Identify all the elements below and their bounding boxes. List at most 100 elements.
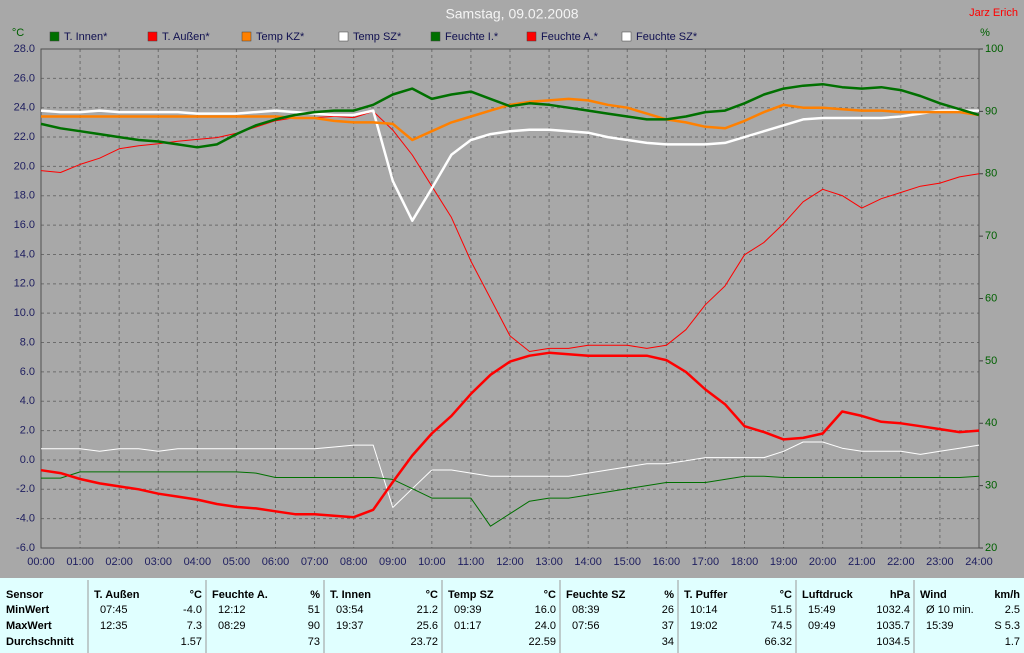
y-tick-label: 24.0	[14, 102, 35, 114]
average-value: 22.59	[528, 636, 556, 648]
row-label: Sensor	[6, 589, 44, 601]
x-tick-label: 22:00	[887, 556, 915, 568]
legend-label: Feuchte A.*	[541, 31, 599, 43]
x-tick-label: 09:00	[379, 556, 407, 568]
column-unit: °C	[780, 589, 792, 601]
max-value: 1035.7	[876, 620, 910, 632]
x-tick-label: 01:00	[66, 556, 94, 568]
x-tick-label: 04:00	[184, 556, 212, 568]
series-line	[40, 109, 979, 222]
y-tick-label: 28.0	[14, 43, 35, 55]
y-tick-label: 12.0	[14, 278, 35, 290]
x-tick-label: 21:00	[848, 556, 876, 568]
x-tick-label: 20:00	[809, 556, 837, 568]
x-tick-label: 18:00	[731, 556, 759, 568]
max-value: 90	[308, 620, 320, 632]
legend-label: Feuchte I.*	[445, 31, 499, 43]
average-value: 34	[662, 636, 674, 648]
column-header: T. Außen	[94, 589, 140, 601]
min-time: 15:49	[808, 604, 836, 616]
y2-axis-unit: %	[980, 27, 990, 39]
x-tick-label: 14:00	[574, 556, 602, 568]
legend-swatch	[49, 31, 60, 42]
max-time: 12:35	[100, 620, 128, 632]
y-tick-label: 14.0	[14, 248, 35, 260]
column-header: Temp SZ	[448, 589, 494, 601]
y-tick-label: 16.0	[14, 219, 35, 231]
column-unit: °C	[426, 589, 438, 601]
min-time: 07:45	[100, 604, 128, 616]
column-unit: °C	[544, 589, 556, 601]
y2-tick-label: 80	[985, 168, 997, 180]
y-tick-label: 8.0	[20, 336, 35, 348]
min-time: Ø 10 min.	[926, 604, 974, 616]
x-tick-label: 00:00	[27, 556, 55, 568]
average-value: 73	[308, 636, 320, 648]
y-tick-label: 26.0	[14, 72, 35, 84]
y2-tick-label: 100	[985, 43, 1003, 55]
y-tick-label: 6.0	[20, 366, 35, 378]
legend-label: T. Außen*	[162, 31, 210, 43]
series-line	[41, 441, 980, 508]
row-label: Durchschnitt	[6, 636, 74, 648]
author: Jarz Erich	[969, 7, 1018, 19]
x-tick-label: 06:00	[262, 556, 290, 568]
y2-tick-label: 50	[985, 355, 997, 367]
average-value: 1.57	[181, 636, 202, 648]
x-tick-label: 03:00	[144, 556, 172, 568]
min-value: 21.2	[417, 604, 438, 616]
x-tick-label: 13:00	[535, 556, 563, 568]
y2-tick-label: 20	[985, 542, 997, 554]
series-line	[41, 97, 980, 142]
min-value: 51	[308, 604, 320, 616]
y-tick-label: -2.0	[16, 483, 35, 495]
legend-swatch	[338, 31, 349, 42]
y-tick-label: -6.0	[16, 542, 35, 554]
max-time: 07:56	[572, 620, 600, 632]
max-time: 09:49	[808, 620, 836, 632]
column-unit: km/h	[994, 589, 1020, 601]
legend-label: Temp KZ*	[256, 31, 305, 43]
x-tick-label: 24:00	[965, 556, 993, 568]
column-header: T. Innen	[330, 589, 371, 601]
x-tick-label: 02:00	[105, 556, 133, 568]
series-line	[40, 110, 980, 352]
min-value: -4.0	[183, 604, 202, 616]
max-time: 19:37	[336, 620, 364, 632]
plot-frame	[40, 48, 980, 549]
min-value: 51.5	[771, 604, 792, 616]
max-time: 01:17	[454, 620, 482, 632]
max-time: 19:02	[690, 620, 718, 632]
legend-label: Feuchte SZ*	[636, 31, 698, 43]
x-tick-label: 19:00	[770, 556, 798, 568]
x-tick-label: 12:00	[496, 556, 524, 568]
column-unit: °C	[190, 589, 202, 601]
column-unit: %	[664, 589, 674, 601]
legend-swatch	[241, 31, 252, 42]
column-header: Feuchte A.	[212, 589, 268, 601]
y-tick-label: 4.0	[20, 395, 35, 407]
min-time: 09:39	[454, 604, 482, 616]
legend-swatch	[147, 31, 158, 42]
max-time: 15:39	[926, 620, 954, 632]
table-background	[0, 578, 1024, 653]
legend-swatch	[621, 31, 632, 42]
x-tick-label: 11:00	[458, 556, 485, 568]
max-value: S 5.3	[994, 620, 1020, 632]
column-header: Luftdruck	[802, 589, 854, 601]
max-value: 24.0	[535, 620, 556, 632]
x-tick-label: 08:00	[340, 556, 368, 568]
average-value: 1.7	[1005, 636, 1020, 648]
legend-label: Temp SZ*	[353, 31, 402, 43]
y2-tick-label: 60	[985, 292, 997, 304]
x-tick-label: 10:00	[418, 556, 446, 568]
min-time: 08:39	[572, 604, 600, 616]
row-label: MinWert	[6, 604, 50, 616]
average-value: 1034.5	[876, 636, 910, 648]
column-unit: hPa	[890, 589, 911, 601]
y2-tick-label: 70	[985, 230, 997, 242]
max-value: 74.5	[771, 620, 792, 632]
x-tick-label: 16:00	[653, 556, 681, 568]
column-header: Wind	[920, 589, 947, 601]
max-value: 25.6	[417, 620, 438, 632]
